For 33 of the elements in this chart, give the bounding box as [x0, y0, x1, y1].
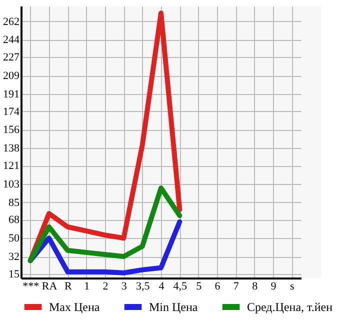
- y-tick-label: 227: [3, 52, 20, 64]
- y-tick-label: 209: [3, 70, 20, 82]
- y-tick-label: 244: [3, 34, 20, 46]
- x-tick-label: 3: [121, 280, 128, 292]
- y-tick-label: 50: [8, 232, 20, 245]
- x-tick-label: 8: [252, 280, 258, 292]
- x-tick-label: 5: [196, 280, 202, 292]
- x-tick-label: s: [290, 280, 294, 292]
- y-tick-label: 191: [3, 88, 20, 100]
- y-tick-label: 85: [8, 196, 20, 209]
- x-tick-label: 7: [233, 280, 240, 292]
- legend-label: Min Цена: [149, 300, 198, 314]
- legend-label: Max Цена: [49, 300, 100, 314]
- x-tick-label: 3,5: [136, 280, 150, 292]
- y-tick-label: 68: [8, 214, 20, 226]
- x-tick-label: 6: [214, 280, 221, 292]
- y-tick-label: 156: [3, 124, 20, 136]
- y-tick-label: 15: [8, 268, 20, 280]
- y-tick-label: 138: [3, 142, 20, 155]
- y-tick-label: 103: [3, 178, 20, 190]
- legend-label: Сред.Цена, т.йен: [247, 300, 334, 314]
- y-tick-label: 32: [8, 251, 20, 264]
- x-tick-label: R: [64, 280, 72, 292]
- x-tick-label: 4: [158, 280, 165, 292]
- y-tick-label: 121: [3, 160, 20, 172]
- y-tick-label: 174: [3, 106, 20, 118]
- x-tick-label: ***: [22, 280, 40, 292]
- y-tick-label: 262: [3, 16, 20, 28]
- x-tick-label: 4,5: [173, 280, 188, 292]
- x-tick-label: RA: [42, 280, 58, 292]
- x-tick-label: 9: [270, 280, 277, 292]
- x-tick-label: 1: [84, 280, 90, 292]
- x-tick-label: 2: [102, 280, 108, 292]
